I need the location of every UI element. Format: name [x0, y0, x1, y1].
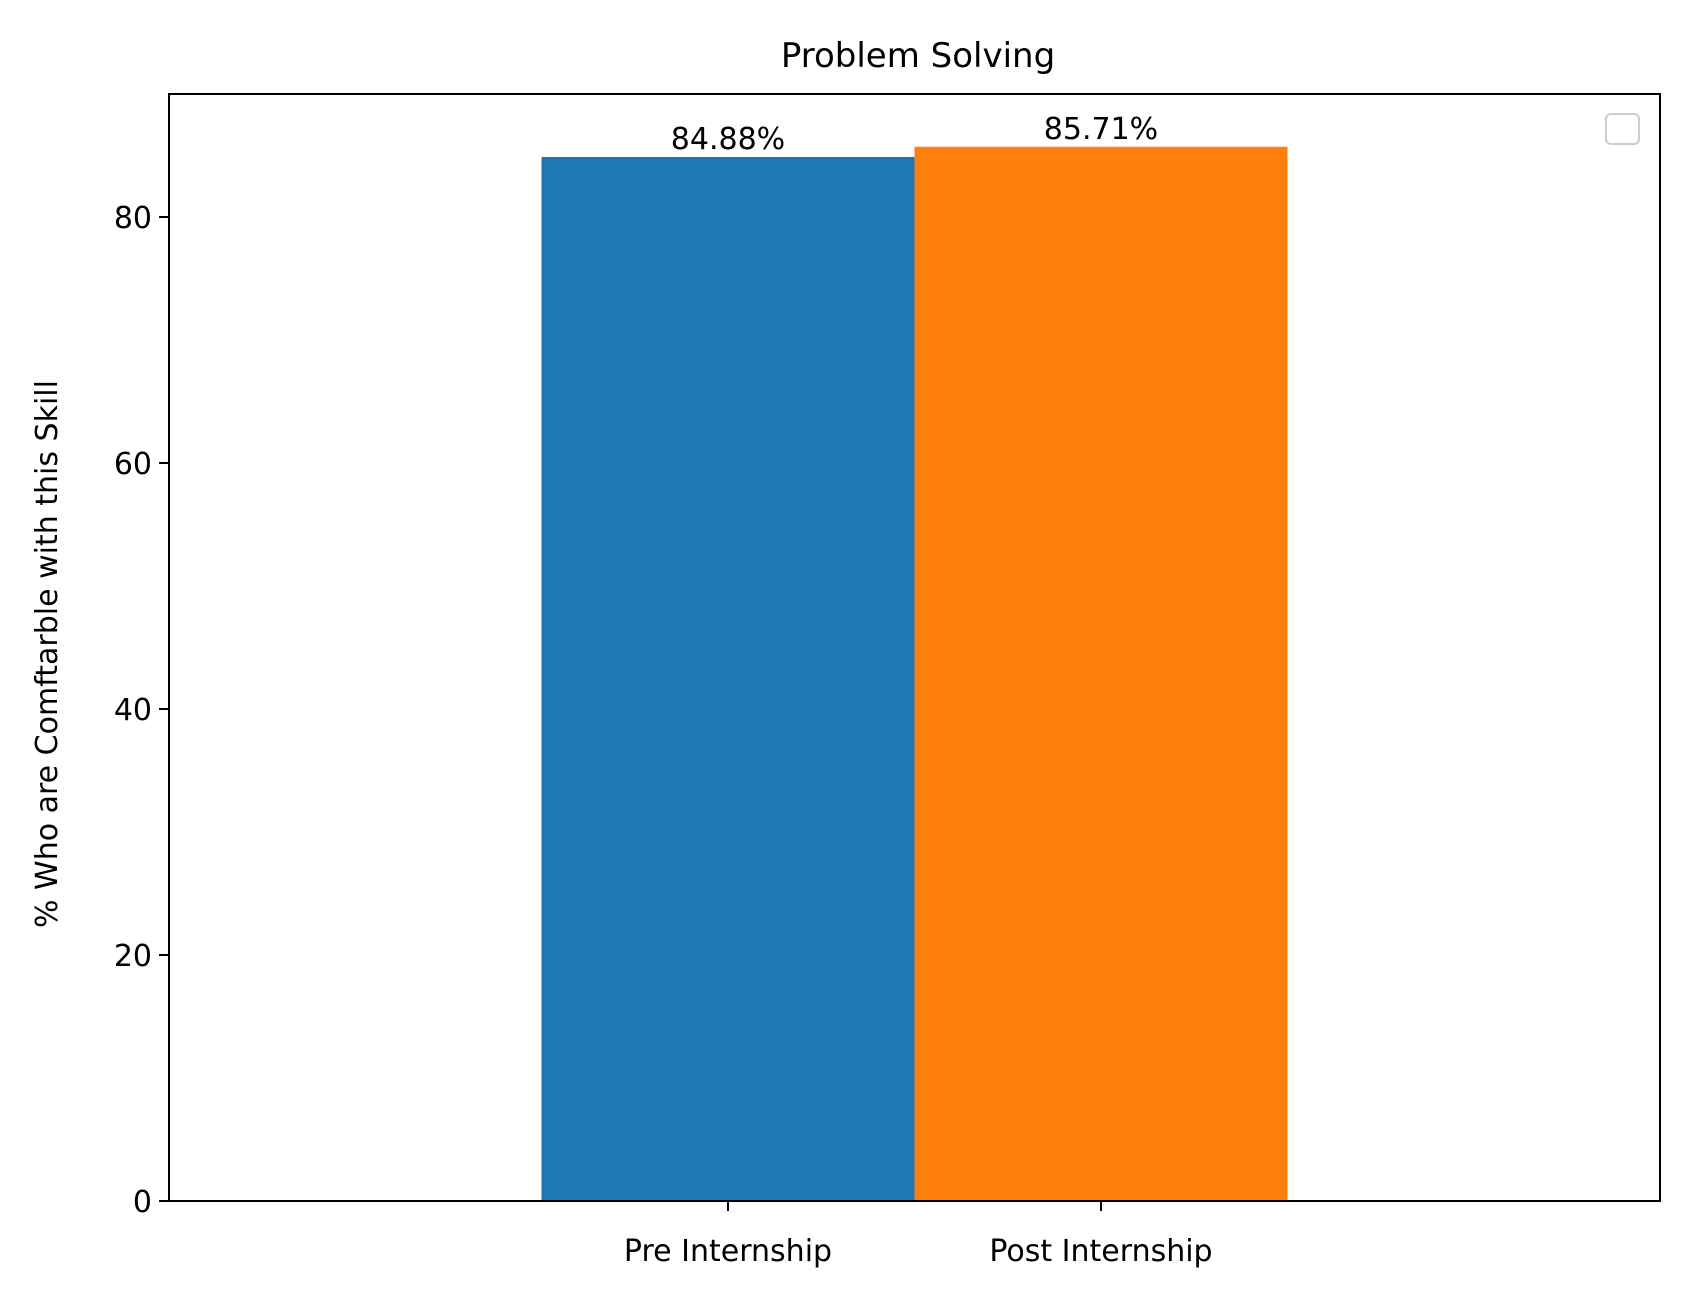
y-tick-label-60: 60	[114, 447, 152, 482]
x-tick-label-1: Post Internship	[989, 1234, 1212, 1269]
value-labels-group: 84.88% 85.71%	[671, 112, 1158, 157]
y-axis-ticks: 0 20 40 60 80	[114, 201, 169, 1220]
y-tick-label-0: 0	[133, 1185, 152, 1220]
x-tick-label-0: Pre Internship	[624, 1234, 832, 1269]
y-tick-label-80: 80	[114, 201, 152, 236]
plot-area-frame	[168, 93, 1661, 1202]
bar-1	[914, 146, 1288, 1202]
x-axis-ticks: Pre Internship Post Internship	[624, 1201, 1213, 1269]
y-axis-label: % Who are Comftarble with this Skill	[30, 380, 65, 928]
bar-value-label-1: 85.71%	[1044, 112, 1158, 147]
chart-title: Problem Solving	[781, 36, 1055, 76]
y-tick-label-20: 20	[114, 939, 152, 974]
y-tick-label-40: 40	[114, 693, 152, 728]
legend-box	[1605, 113, 1640, 145]
bars-group	[541, 146, 1288, 1202]
bar-0	[541, 156, 915, 1202]
bar-value-label-0: 84.88%	[671, 122, 785, 157]
